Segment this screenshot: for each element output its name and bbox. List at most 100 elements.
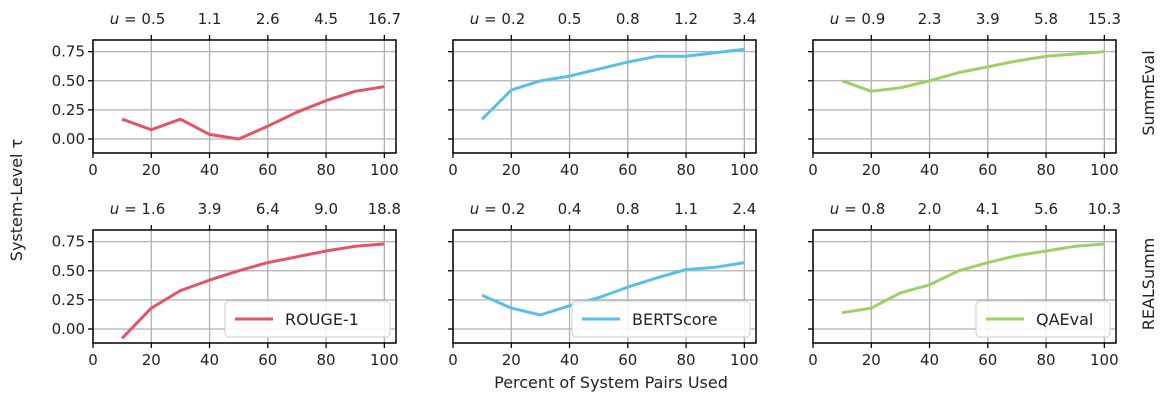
top-tick-label: 4.5 xyxy=(314,10,338,28)
row-label-summeval: SummEval xyxy=(1139,50,1158,135)
x-tick-label: 40 xyxy=(560,161,579,179)
x-tick-label: 20 xyxy=(862,161,881,179)
y-tick-label: 0.75 xyxy=(52,43,85,61)
x-tick-label: 60 xyxy=(258,161,277,179)
row-label-realsumm: REALSumm xyxy=(1139,238,1158,331)
x-tick-label: 40 xyxy=(200,161,219,179)
top-tick-label: 9.0 xyxy=(314,200,338,218)
series-line-qaeval xyxy=(841,50,1105,93)
top-tick-label: 1.1 xyxy=(674,200,698,218)
axes-frame xyxy=(92,229,397,344)
legend-label: ROUGE-1 xyxy=(285,310,359,329)
top-tick-label: 15.3 xyxy=(1088,10,1121,28)
series-line-bertscore xyxy=(481,261,745,317)
x-tick-label: 60 xyxy=(258,351,277,369)
top-tick-label: 2.6 xyxy=(256,10,280,28)
top-tick-label: 2.4 xyxy=(732,200,756,218)
y-tick-label: 0.25 xyxy=(52,291,85,309)
series-line-bertscore xyxy=(481,47,745,121)
top-tick-label: u = 0.5 xyxy=(110,10,165,28)
x-tick-label: 80 xyxy=(317,351,336,369)
x-tick-label: 40 xyxy=(560,351,579,369)
top-tick-label: 5.6 xyxy=(1034,200,1058,218)
x-tick-label: 0 xyxy=(88,161,98,179)
x-tick-label: 100 xyxy=(370,351,399,369)
x-tick-label: 60 xyxy=(618,351,637,369)
top-tick-label: u = 0.2 xyxy=(470,200,525,218)
x-tick-label: 40 xyxy=(920,351,939,369)
x-tick-label: 0 xyxy=(808,161,818,179)
top-tick-label: 16.7 xyxy=(368,10,401,28)
x-tick-label: 80 xyxy=(677,351,696,369)
x-axis-label: Percent of System Pairs Used xyxy=(494,373,728,392)
y-tick-label: 0.00 xyxy=(52,130,85,148)
axes-frame xyxy=(92,39,397,154)
x-tick-label: 20 xyxy=(862,351,881,369)
top-tick-label: 2.0 xyxy=(918,200,942,218)
x-tick-label: 80 xyxy=(677,161,696,179)
top-tick-label: 0.4 xyxy=(558,200,582,218)
x-tick-label: 80 xyxy=(317,161,336,179)
x-tick-label: 60 xyxy=(978,161,997,179)
legend-box xyxy=(224,300,391,338)
x-tick-label: 20 xyxy=(502,161,521,179)
series-line-rouge-1 xyxy=(121,242,385,340)
x-tick-label: 80 xyxy=(1037,351,1056,369)
legend-box xyxy=(571,300,751,338)
x-tick-label: 20 xyxy=(502,351,521,369)
y-tick-label: 0.50 xyxy=(52,262,85,280)
top-tick-label: 0.8 xyxy=(616,200,640,218)
top-tick-label: u = 0.9 xyxy=(830,10,885,28)
legend-label: BERTScore xyxy=(632,310,718,329)
x-tick-label: 20 xyxy=(142,351,161,369)
axes-frame xyxy=(452,39,757,154)
top-tick-label: u = 1.6 xyxy=(110,200,165,218)
x-tick-label: 60 xyxy=(618,161,637,179)
legend-rouge-1: ROUGE-1 xyxy=(224,300,391,338)
x-tick-label: 100 xyxy=(1090,161,1119,179)
x-tick-label: 100 xyxy=(370,161,399,179)
axes-frame xyxy=(452,229,757,344)
x-tick-label: 0 xyxy=(448,161,458,179)
legend-box xyxy=(975,300,1111,338)
top-tick-label: 1.1 xyxy=(198,10,222,28)
top-tick-label: 0.8 xyxy=(616,10,640,28)
top-tick-label: 4.1 xyxy=(976,200,1000,218)
axes-frame xyxy=(812,39,1117,154)
x-tick-label: 20 xyxy=(142,161,161,179)
panel-summeval-rouge-1: 0 20 40 60 80 100 0.00 0.25 0.50 0.75 u = 0.5 1.1 2.… xyxy=(52,10,401,179)
top-tick-label: u = 0.8 xyxy=(830,200,885,218)
x-tick-label: 100 xyxy=(730,351,759,369)
y-tick-label: 0.25 xyxy=(52,101,85,119)
top-tick-label: 3.9 xyxy=(198,200,222,218)
panel-realsumm-bertscore: 0 20 40 60 80 100 u = 0.2 0.4 0.8 1.1 2.4 BERTScore xyxy=(448,200,759,369)
y-axis-label: System-Level τ xyxy=(7,139,26,261)
x-tick-label: 40 xyxy=(200,351,219,369)
x-tick-label: 100 xyxy=(1090,351,1119,369)
top-tick-label: 0.5 xyxy=(558,10,582,28)
legend-label: QAEval xyxy=(1036,310,1093,329)
x-tick-label: 100 xyxy=(730,161,759,179)
top-tick-label: 10.3 xyxy=(1088,200,1121,218)
y-tick-label: 0.00 xyxy=(52,320,85,338)
top-tick-label: 3.4 xyxy=(732,10,756,28)
y-tick-label: 0.50 xyxy=(52,72,85,90)
x-tick-label: 40 xyxy=(920,161,939,179)
panel-summeval-bertscore: 0 20 40 60 80 100 u = 0.2 0.5 0.8 1.2 3.4 xyxy=(448,10,759,179)
x-tick-label: 0 xyxy=(448,351,458,369)
x-tick-label: 0 xyxy=(88,351,98,369)
top-tick-label: 2.3 xyxy=(918,10,942,28)
top-tick-label: 6.4 xyxy=(256,200,280,218)
top-tick-label: 18.8 xyxy=(368,200,401,218)
panel-realsumm-rouge-1: 0 20 40 60 80 100 0.00 0.25 0.50 0.75 u = 1.6 3.9 6.… xyxy=(52,200,401,369)
legend-qaeval: QAEval xyxy=(975,300,1111,338)
axes-frame xyxy=(812,229,1117,344)
top-tick-label: 5.8 xyxy=(1034,10,1058,28)
top-tick-label: 3.9 xyxy=(976,10,1000,28)
x-tick-label: 60 xyxy=(978,351,997,369)
legend-bertscore: BERTScore xyxy=(571,300,751,338)
x-tick-label: 0 xyxy=(808,351,818,369)
panel-realsumm-qaeval: 0 20 40 60 80 100 u = 0.8 2.0 4.1 5.6 10.3 QAEval xyxy=(808,200,1121,369)
